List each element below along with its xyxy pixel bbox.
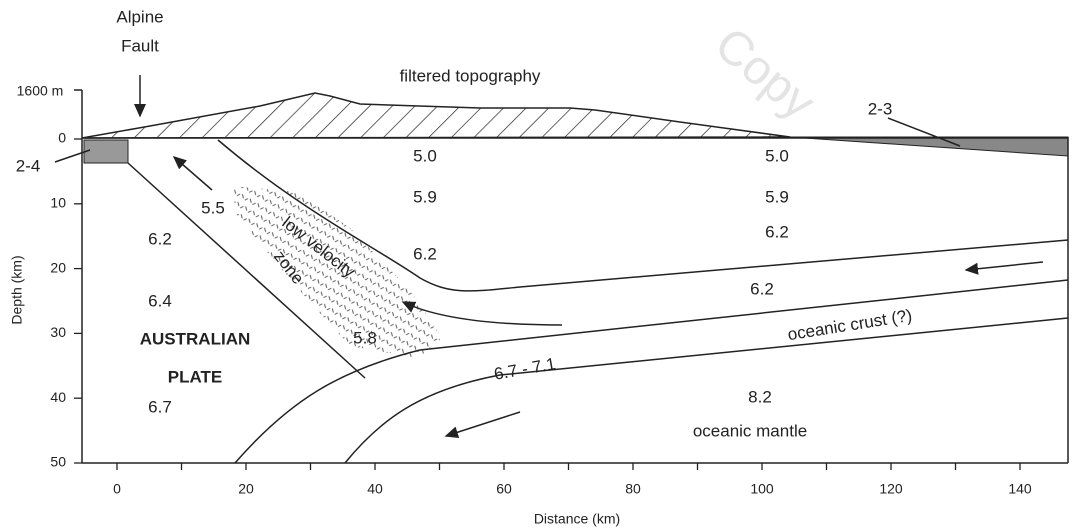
x-tick-label: 60 [496,481,512,497]
velocity-label: 5.0 [765,146,789,165]
region-label: PLATE [168,367,222,386]
velocity-label: 5.5 [201,198,225,217]
velocity-label: 8.2 [748,387,772,406]
top-label: 1600 m [17,83,64,99]
y-tick-label: 30 [50,324,66,340]
arrow [444,411,521,439]
y-tick-label: 0 [58,130,66,146]
region-label: oceanic crust (?) [786,306,913,344]
fault-label: Fault [121,36,159,55]
y-tick-label: 40 [50,389,66,405]
topography-label: filtered topography [400,66,541,85]
arrow [401,301,563,326]
velocity-label: 6.2 [750,279,774,298]
velocity-label: 6.7 [148,397,172,416]
velocity-label: 6.7 - 7.1 [492,354,557,384]
slab-top [217,139,1069,292]
crust-top [234,279,1069,464]
watermark: Copy [705,18,825,131]
y-tick-label: 20 [50,259,66,275]
velocity-label: 5.9 [765,187,789,206]
topography [81,92,791,139]
x-tick-label: 40 [367,481,383,497]
velocity-label: 5.8 [353,328,377,347]
region-label: oceanic mantle [693,421,807,440]
velocity-label: 5.0 [413,146,437,165]
layer-label: 2-4 [16,156,41,175]
region-label: AUSTRALIAN [140,329,251,348]
velocity-label: 6.4 [148,291,172,310]
y-tick-label: 10 [50,195,66,211]
crust-base [344,317,1069,464]
arrow [172,156,213,191]
leader-line [54,149,91,163]
x-axis-label: Distance (km) [534,511,620,527]
arrow [964,261,1044,275]
velocity-label: 6.2 [765,222,789,241]
y-tick-label: 50 [50,454,66,470]
fault-label: Alpine [116,7,163,26]
x-tick-label: 140 [1008,481,1032,497]
layer-label: 2-3 [868,99,893,118]
right-sediment [789,136,1069,157]
x-tick-label: 100 [750,481,774,497]
velocity-label: 5.9 [413,187,437,206]
velocity-label: 6.2 [148,229,172,248]
left-sediment [83,139,129,164]
y-axis-label: Depth (km) [9,255,25,324]
velocity-label: 6.2 [413,244,437,263]
x-tick-label: 80 [625,481,641,497]
x-tick-label: 20 [238,481,254,497]
low-velocity-zone [232,186,442,358]
leader-line [887,117,961,147]
x-tick-label: 0 [113,481,121,497]
x-tick-label: 120 [879,481,903,497]
plate-boundary [127,162,366,379]
